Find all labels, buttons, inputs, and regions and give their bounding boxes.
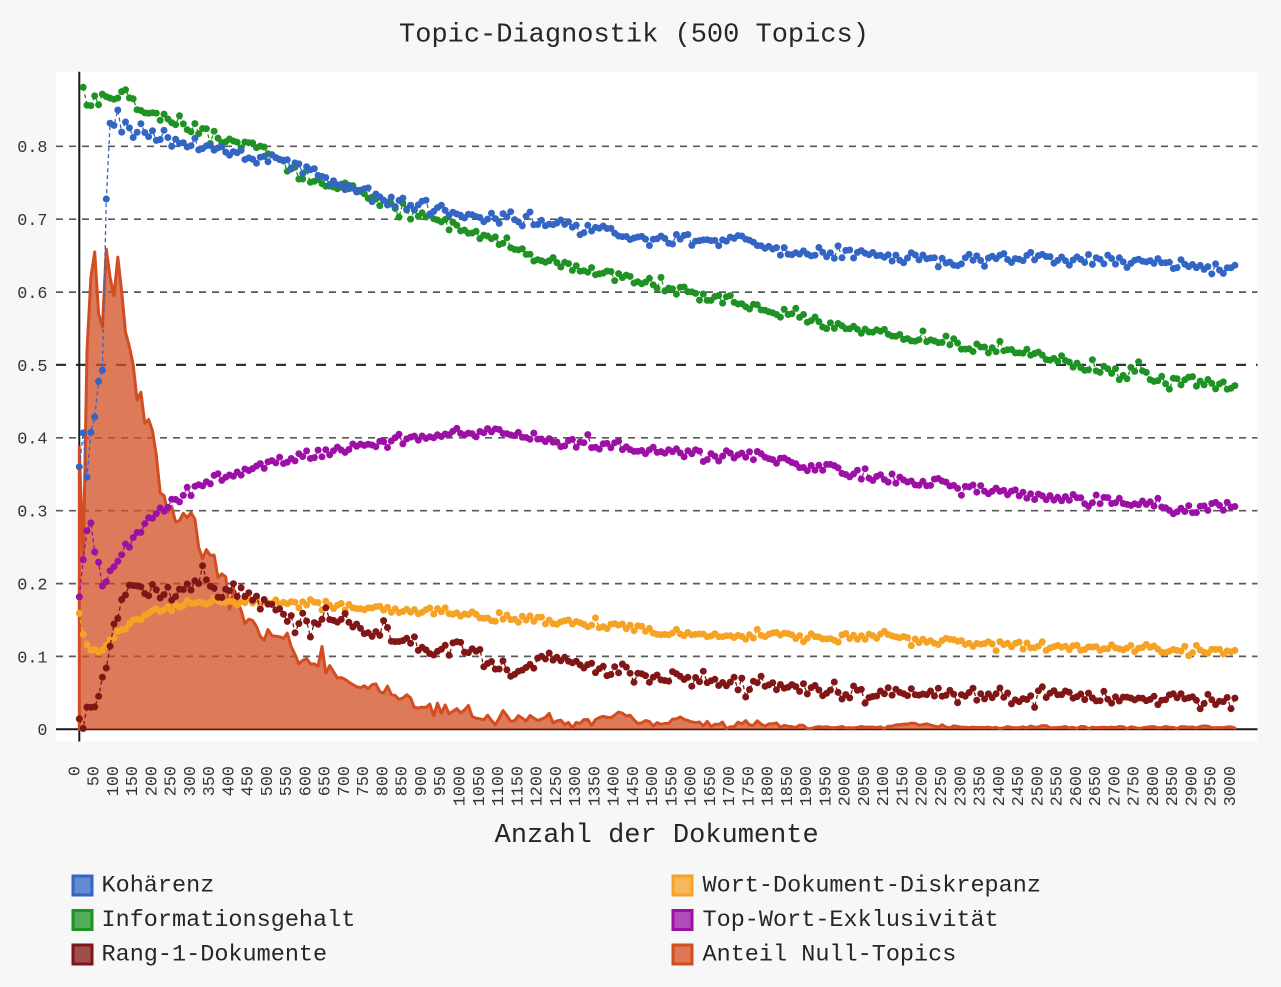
svg-text:1150: 1150: [509, 766, 528, 806]
svg-text:350: 350: [201, 766, 220, 796]
svg-text:1650: 1650: [702, 766, 721, 806]
svg-text:0.3: 0.3: [17, 504, 47, 523]
svg-text:1350: 1350: [586, 766, 605, 806]
svg-text:0.8: 0.8: [17, 139, 47, 158]
svg-text:0: 0: [66, 766, 85, 776]
svg-text:0.5: 0.5: [17, 358, 47, 377]
svg-text:2350: 2350: [972, 766, 991, 806]
svg-text:2050: 2050: [856, 766, 875, 806]
svg-text:0.1: 0.1: [17, 649, 47, 668]
svg-text:950: 950: [432, 766, 451, 796]
svg-text:300: 300: [182, 766, 201, 796]
svg-text:900: 900: [413, 766, 432, 796]
svg-text:200: 200: [143, 766, 162, 796]
svg-text:2300: 2300: [952, 766, 971, 806]
svg-text:400: 400: [220, 766, 239, 796]
svg-text:1550: 1550: [663, 766, 682, 806]
svg-text:Wort-Dokument-Diskrepanz: Wort-Dokument-Diskrepanz: [703, 872, 1041, 899]
svg-text:2150: 2150: [895, 766, 914, 806]
svg-text:750: 750: [355, 766, 374, 796]
svg-text:2850: 2850: [1164, 766, 1183, 806]
svg-text:2250: 2250: [933, 766, 952, 806]
svg-text:1400: 1400: [606, 766, 625, 806]
svg-text:Anteil Null-Topics: Anteil Null-Topics: [703, 941, 957, 968]
svg-text:250: 250: [163, 766, 182, 796]
svg-text:700: 700: [336, 766, 355, 796]
svg-text:1200: 1200: [529, 766, 548, 806]
svg-text:Kohärenz: Kohärenz: [102, 872, 215, 899]
svg-text:3000: 3000: [1222, 766, 1241, 806]
svg-text:1250: 1250: [548, 766, 567, 806]
svg-text:1600: 1600: [683, 766, 702, 806]
svg-text:600: 600: [297, 766, 316, 796]
svg-text:2550: 2550: [1049, 766, 1068, 806]
svg-text:Rang-1-Dokumente: Rang-1-Dokumente: [102, 941, 328, 968]
svg-text:100: 100: [105, 766, 124, 796]
svg-text:0.4: 0.4: [17, 431, 47, 450]
svg-text:2700: 2700: [1106, 766, 1125, 806]
svg-text:2600: 2600: [1068, 766, 1087, 806]
svg-text:1500: 1500: [644, 766, 663, 806]
svg-text:1800: 1800: [760, 766, 779, 806]
svg-text:1450: 1450: [625, 766, 644, 806]
svg-text:Top-Wort-Exklusivität: Top-Wort-Exklusivität: [703, 907, 999, 934]
svg-text:2750: 2750: [1126, 766, 1145, 806]
svg-text:1300: 1300: [567, 766, 586, 806]
svg-text:500: 500: [259, 766, 278, 796]
svg-text:2450: 2450: [1010, 766, 1029, 806]
svg-text:0.2: 0.2: [17, 577, 47, 596]
svg-text:2800: 2800: [1145, 766, 1164, 806]
svg-text:Informationsgehalt: Informationsgehalt: [102, 907, 356, 934]
svg-text:Anzahl der Dokumente: Anzahl der Dokumente: [495, 821, 819, 851]
svg-text:1000: 1000: [452, 766, 471, 806]
svg-text:1100: 1100: [490, 766, 509, 806]
svg-text:Topic-Diagnostik (500 Topics): Topic-Diagnostik (500 Topics): [399, 21, 869, 51]
svg-text:550: 550: [278, 766, 297, 796]
svg-text:1050: 1050: [471, 766, 490, 806]
svg-text:1750: 1750: [740, 766, 759, 806]
svg-text:0.6: 0.6: [17, 285, 47, 304]
svg-text:150: 150: [124, 766, 143, 796]
svg-text:850: 850: [394, 766, 413, 796]
svg-text:1700: 1700: [721, 766, 740, 806]
svg-text:2100: 2100: [875, 766, 894, 806]
svg-text:800: 800: [375, 766, 394, 796]
svg-text:2000: 2000: [837, 766, 856, 806]
svg-text:450: 450: [240, 766, 259, 796]
svg-text:2650: 2650: [1087, 766, 1106, 806]
svg-text:50: 50: [86, 766, 105, 786]
svg-text:2400: 2400: [991, 766, 1010, 806]
svg-text:1900: 1900: [798, 766, 817, 806]
svg-text:2900: 2900: [1183, 766, 1202, 806]
svg-text:1950: 1950: [817, 766, 836, 806]
svg-text:650: 650: [317, 766, 336, 796]
svg-text:2500: 2500: [1029, 766, 1048, 806]
svg-text:2950: 2950: [1203, 766, 1222, 806]
svg-text:0.7: 0.7: [17, 212, 47, 231]
svg-text:1850: 1850: [779, 766, 798, 806]
svg-text:2200: 2200: [914, 766, 933, 806]
svg-text:0: 0: [37, 722, 47, 741]
